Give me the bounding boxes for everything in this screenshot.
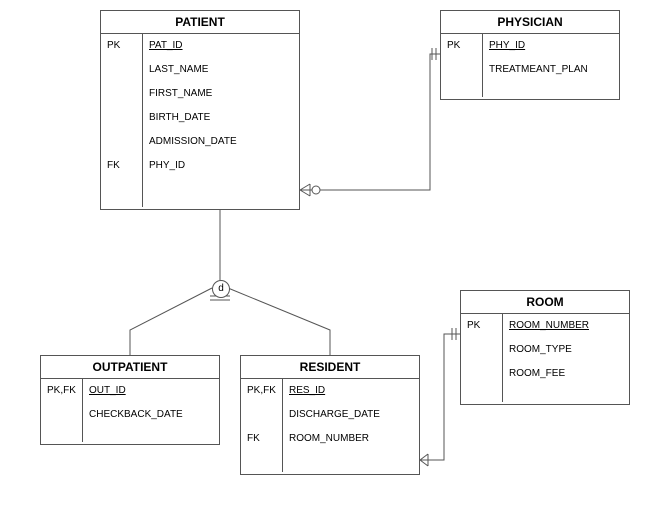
entity-title: OUTPATIENT bbox=[41, 356, 219, 379]
attr-cell: PHY_ID bbox=[143, 154, 299, 178]
er-diagram-canvas: PATIENT PK FK PAT_ID LAST_NAME FIRST_NAM… bbox=[0, 0, 651, 511]
attr-cell: ADMISSION_DATE bbox=[143, 130, 299, 154]
key-cell: PK bbox=[461, 314, 502, 338]
key-cell bbox=[461, 338, 502, 362]
attr-cell: ROOM_TYPE bbox=[503, 338, 629, 362]
attr-cell: ROOM_NUMBER bbox=[283, 427, 419, 451]
entity-title: RESIDENT bbox=[241, 356, 419, 379]
attr-cell: PAT_ID bbox=[143, 34, 299, 58]
attr-cell: PHY_ID bbox=[483, 34, 619, 58]
attr-cell: OUT_ID bbox=[83, 379, 219, 403]
key-cell: PK bbox=[441, 34, 482, 58]
attr-cell: ROOM_NUMBER bbox=[503, 314, 629, 338]
attr-cell: FIRST_NAME bbox=[143, 82, 299, 106]
key-cell bbox=[101, 106, 142, 130]
key-cell bbox=[241, 403, 282, 427]
isa-symbol: d bbox=[212, 280, 230, 298]
entity-patient: PATIENT PK FK PAT_ID LAST_NAME FIRST_NAM… bbox=[100, 10, 300, 210]
key-cell: PK,FK bbox=[241, 379, 282, 403]
key-cell bbox=[101, 130, 142, 154]
attr-cell: ROOM_FEE bbox=[503, 362, 629, 386]
key-cell bbox=[461, 362, 502, 386]
attr-cell: BIRTH_DATE bbox=[143, 106, 299, 130]
entity-resident: RESIDENT PK,FK FK RES_ID DISCHARGE_DATE … bbox=[240, 355, 420, 475]
key-cell: PK bbox=[101, 34, 142, 58]
attr-cell: LAST_NAME bbox=[143, 58, 299, 82]
key-cell: PK,FK bbox=[41, 379, 82, 403]
key-cell: FK bbox=[101, 154, 142, 178]
key-cell bbox=[101, 58, 142, 82]
entity-title: ROOM bbox=[461, 291, 629, 314]
entity-title: PHYSICIAN bbox=[441, 11, 619, 34]
attr-cell: TREATMEANT_PLAN bbox=[483, 58, 619, 82]
key-cell bbox=[441, 58, 482, 82]
entity-room: ROOM PK ROOM_NUMBER ROOM_TYPE ROOM_FEE bbox=[460, 290, 630, 405]
entity-outpatient: OUTPATIENT PK,FK OUT_ID CHECKBACK_DATE bbox=[40, 355, 220, 445]
attr-cell: CHECKBACK_DATE bbox=[83, 403, 219, 427]
key-cell: FK bbox=[241, 427, 282, 451]
attr-cell: RES_ID bbox=[283, 379, 419, 403]
key-cell bbox=[41, 403, 82, 427]
key-cell bbox=[101, 82, 142, 106]
attr-cell: DISCHARGE_DATE bbox=[283, 403, 419, 427]
entity-title: PATIENT bbox=[101, 11, 299, 34]
entity-physician: PHYSICIAN PK PHY_ID TREATMEANT_PLAN bbox=[440, 10, 620, 100]
